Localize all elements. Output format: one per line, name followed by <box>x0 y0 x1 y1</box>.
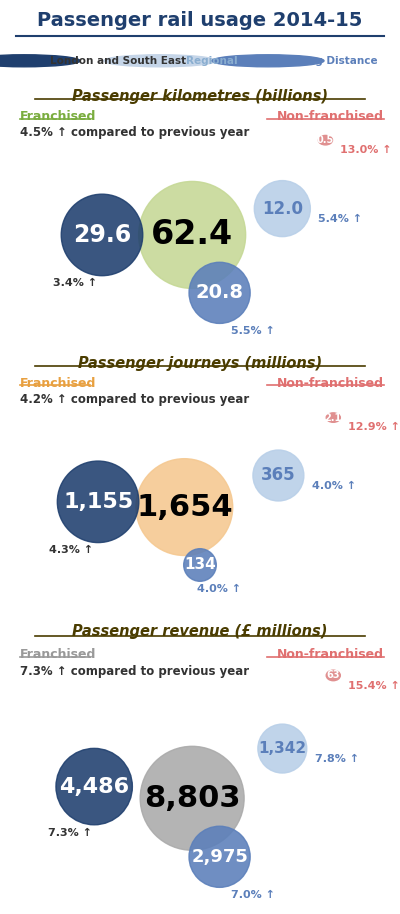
Text: 0.5: 0.5 <box>317 135 334 145</box>
Text: 1,342: 1,342 <box>258 741 306 756</box>
Ellipse shape <box>189 262 250 324</box>
Circle shape <box>104 55 216 67</box>
Circle shape <box>318 135 332 145</box>
Text: 29.6: 29.6 <box>73 223 131 247</box>
Text: 20.8: 20.8 <box>196 283 244 303</box>
Ellipse shape <box>258 724 307 773</box>
Text: 13.0% ↑: 13.0% ↑ <box>340 145 392 154</box>
Text: Franchised: Franchised <box>20 377 96 389</box>
Text: 1,654: 1,654 <box>136 493 233 522</box>
Ellipse shape <box>189 826 250 887</box>
Text: 4.0% ↑: 4.0% ↑ <box>312 481 356 491</box>
Text: 4.3% ↑: 4.3% ↑ <box>50 546 94 555</box>
Text: Passenger revenue (£ millions): Passenger revenue (£ millions) <box>72 624 328 639</box>
Text: 7.3% ↑: 7.3% ↑ <box>48 828 92 838</box>
Ellipse shape <box>254 181 310 237</box>
Circle shape <box>212 55 324 67</box>
Text: 8,803: 8,803 <box>144 784 240 813</box>
Ellipse shape <box>57 461 139 543</box>
Ellipse shape <box>61 194 143 276</box>
Text: 62.4: 62.4 <box>151 218 233 251</box>
Text: 4.2% ↑ compared to previous year: 4.2% ↑ compared to previous year <box>20 393 249 406</box>
Ellipse shape <box>184 548 216 581</box>
Ellipse shape <box>136 459 233 556</box>
Text: Non-franchised: Non-franchised <box>277 377 384 389</box>
Text: 2,975: 2,975 <box>191 848 248 866</box>
Text: 134: 134 <box>184 558 216 572</box>
Text: Non-franchised: Non-franchised <box>277 110 384 122</box>
Ellipse shape <box>139 181 246 289</box>
Text: 365: 365 <box>261 466 296 484</box>
Text: 2.1: 2.1 <box>325 412 342 422</box>
Text: 3.4% ↑: 3.4% ↑ <box>53 279 98 288</box>
Text: 15.4% ↑: 15.4% ↑ <box>348 681 400 691</box>
Text: 7.3% ↑ compared to previous year: 7.3% ↑ compared to previous year <box>20 665 249 678</box>
Ellipse shape <box>140 747 244 850</box>
Text: Regional: Regional <box>186 56 238 66</box>
Text: 4.0% ↑: 4.0% ↑ <box>197 584 241 594</box>
Text: 5.4% ↑: 5.4% ↑ <box>318 214 362 224</box>
Circle shape <box>326 413 340 422</box>
Ellipse shape <box>56 749 132 824</box>
Text: Franchised: Franchised <box>20 110 96 122</box>
Text: 7.0% ↑: 7.0% ↑ <box>230 890 274 900</box>
Circle shape <box>0 55 80 67</box>
Text: Passenger rail usage 2014-15: Passenger rail usage 2014-15 <box>37 11 363 30</box>
Text: Passenger journeys (millions): Passenger journeys (millions) <box>78 356 322 371</box>
Text: Non-franchised: Non-franchised <box>277 648 384 661</box>
Text: London and South East: London and South East <box>50 56 186 66</box>
Text: 12.0: 12.0 <box>262 199 303 218</box>
Circle shape <box>326 670 340 681</box>
Text: 63: 63 <box>326 671 340 680</box>
Text: 7.8% ↑: 7.8% ↑ <box>315 754 359 764</box>
Text: 4,486: 4,486 <box>59 777 129 797</box>
Text: 1,155: 1,155 <box>63 492 133 512</box>
Text: Passenger kilometres (billions): Passenger kilometres (billions) <box>72 89 328 104</box>
Text: Long Distance: Long Distance <box>294 56 378 66</box>
Text: 5.5% ↑: 5.5% ↑ <box>230 326 274 336</box>
Text: Franchised: Franchised <box>20 648 96 661</box>
Text: 4.5% ↑ compared to previous year: 4.5% ↑ compared to previous year <box>20 126 249 139</box>
Text: 12.9% ↑: 12.9% ↑ <box>348 422 400 432</box>
Ellipse shape <box>253 450 304 501</box>
